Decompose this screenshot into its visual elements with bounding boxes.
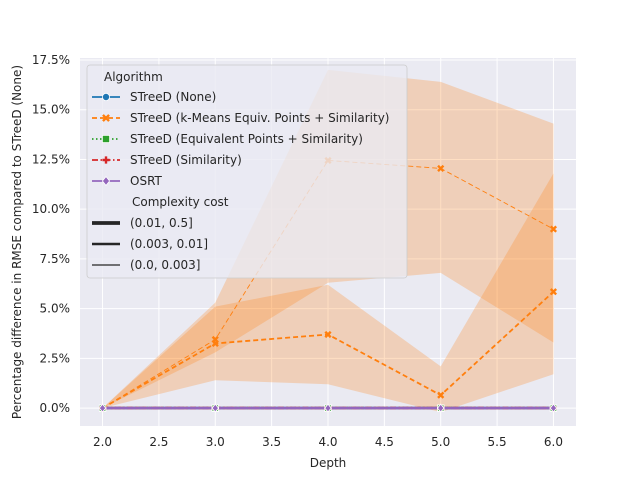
y-tick-labels: 0.0% 2.5% 5.0% 7.5% 10.0% 12.5% 15.0% 17.5% (32, 53, 70, 415)
x-axis-label: Depth (310, 456, 347, 470)
y-tick-label: 15.0% (32, 103, 70, 117)
y-tick-label: 7.5% (40, 252, 71, 266)
series-point (324, 403, 332, 413)
y-tick-label: 5.0% (40, 302, 71, 316)
y-tick-label: 2.5% (40, 351, 71, 365)
series-point (98, 403, 107, 413)
series-point (437, 403, 445, 413)
y-tick-label: 0.0% (40, 401, 71, 415)
legend-swatch-marker (102, 156, 110, 164)
y-tick-label: 10.0% (32, 202, 70, 216)
x-tick-label: 2.5 (149, 435, 168, 449)
x-tick-labels: 2.0 2.5 3.0 3.5 4.0 4.5 5.0 5.5 6.0 (93, 435, 563, 449)
series-markers (98, 156, 558, 413)
series-point (211, 403, 219, 413)
legend-item-label: STreeD (None) (130, 90, 216, 104)
legend-item-label: OSRT (130, 174, 163, 188)
legend-item-label: STreeD (Similarity) (130, 153, 242, 167)
legend-title-cost: Complexity cost (132, 195, 229, 209)
y-tick-label: 12.5% (32, 152, 70, 166)
x-tick-label: 5.5 (488, 435, 507, 449)
series-line (102, 159, 554, 409)
x-tick-label: 3.5 (262, 435, 281, 449)
x-tick-label: 2.0 (93, 435, 112, 449)
legend: Algorithm STreeD (None) STreeD (k-Means Eq… (86, 64, 408, 279)
legend-item-label: (0.0, 0.003] (130, 258, 200, 272)
x-tick-label: 5.0 (431, 435, 450, 449)
x-tick-label: 4.0 (318, 435, 337, 449)
x-tick-label: 3.0 (206, 435, 225, 449)
series-point (211, 335, 219, 344)
series-point (437, 164, 445, 172)
confidence-band (102, 173, 554, 413)
series-point (549, 288, 558, 296)
legend-swatch-marker (102, 134, 111, 143)
series-point (549, 225, 558, 233)
x-tick-label: 4.5 (375, 435, 394, 449)
legend-swatch-marker (102, 93, 111, 102)
legend-box (86, 64, 408, 279)
y-axis-label: Percentage difference in RMSE compared t… (10, 65, 24, 419)
legend-item-label: (0.01, 0.5] (130, 216, 193, 230)
legend-item-label: STreeD (Equivalent Points + Similarity) (130, 132, 363, 146)
series-point (324, 330, 332, 339)
legend-item-label: (0.003, 0.01] (130, 237, 208, 251)
legend-swatch-marker (102, 114, 110, 122)
x-tick-label: 6.0 (544, 435, 563, 449)
y-tick-label: 17.5% (32, 53, 70, 67)
series-point (437, 391, 445, 399)
legend-title-algorithm: Algorithm (104, 70, 163, 84)
legend-item-label: STreeD (k-Means Equiv. Points + Similari… (130, 111, 389, 125)
legend-swatch-marker (101, 176, 111, 186)
series-point (549, 403, 558, 413)
